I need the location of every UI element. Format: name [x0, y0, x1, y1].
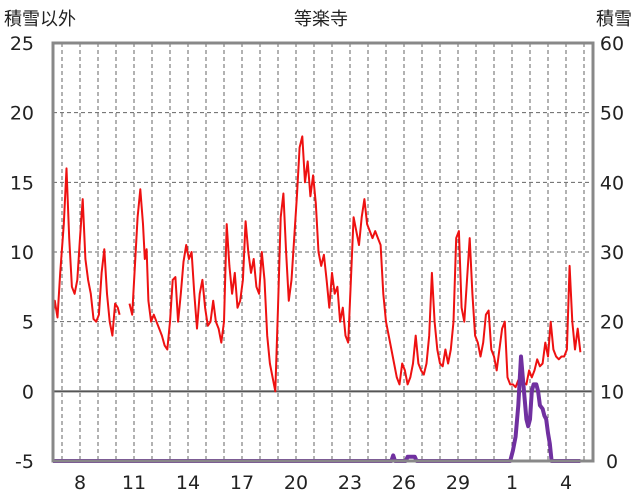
right-tick-label: 20 — [600, 312, 624, 334]
plot-frame — [51, 41, 595, 463]
left-tick-label: 25 — [10, 33, 34, 55]
right-tick-label: 50 — [600, 103, 624, 125]
right-tick-label: 30 — [600, 242, 624, 264]
series-other-line — [52, 135, 582, 393]
x-tick-label: 20 — [284, 472, 308, 494]
left-tick-label: 5 — [22, 312, 34, 334]
left-axis-label: 積雪以外 — [4, 9, 76, 30]
right-axis-label: 積雪 — [596, 9, 632, 30]
x-tick-label: 1 — [506, 472, 518, 494]
right-tick-label: 60 — [600, 33, 624, 55]
x-tick-label: 14 — [176, 472, 200, 494]
left-tick-label: 10 — [10, 242, 34, 264]
x-tick-label: 26 — [392, 472, 416, 494]
left-tick-label: 0 — [22, 381, 34, 403]
left-tick-label: 20 — [10, 103, 34, 125]
right-tick-label: 10 — [600, 381, 624, 403]
right-tick-label: 40 — [600, 172, 624, 194]
left-tick-label: 15 — [10, 172, 34, 194]
series-layer — [52, 135, 582, 463]
x-tick-label: 8 — [74, 472, 86, 494]
x-tick-label: 4 — [560, 472, 572, 494]
x-tick-label: 29 — [446, 472, 470, 494]
chart-title: 等楽寺 — [294, 9, 348, 30]
x-tick-label: 23 — [338, 472, 362, 494]
grid — [53, 43, 593, 461]
left-tick-label: -5 — [15, 451, 34, 473]
series-snow-line — [53, 354, 581, 463]
x-tick-label: 11 — [122, 472, 146, 494]
right-tick-label: 0 — [606, 451, 618, 473]
x-tick-label: 17 — [230, 472, 254, 494]
